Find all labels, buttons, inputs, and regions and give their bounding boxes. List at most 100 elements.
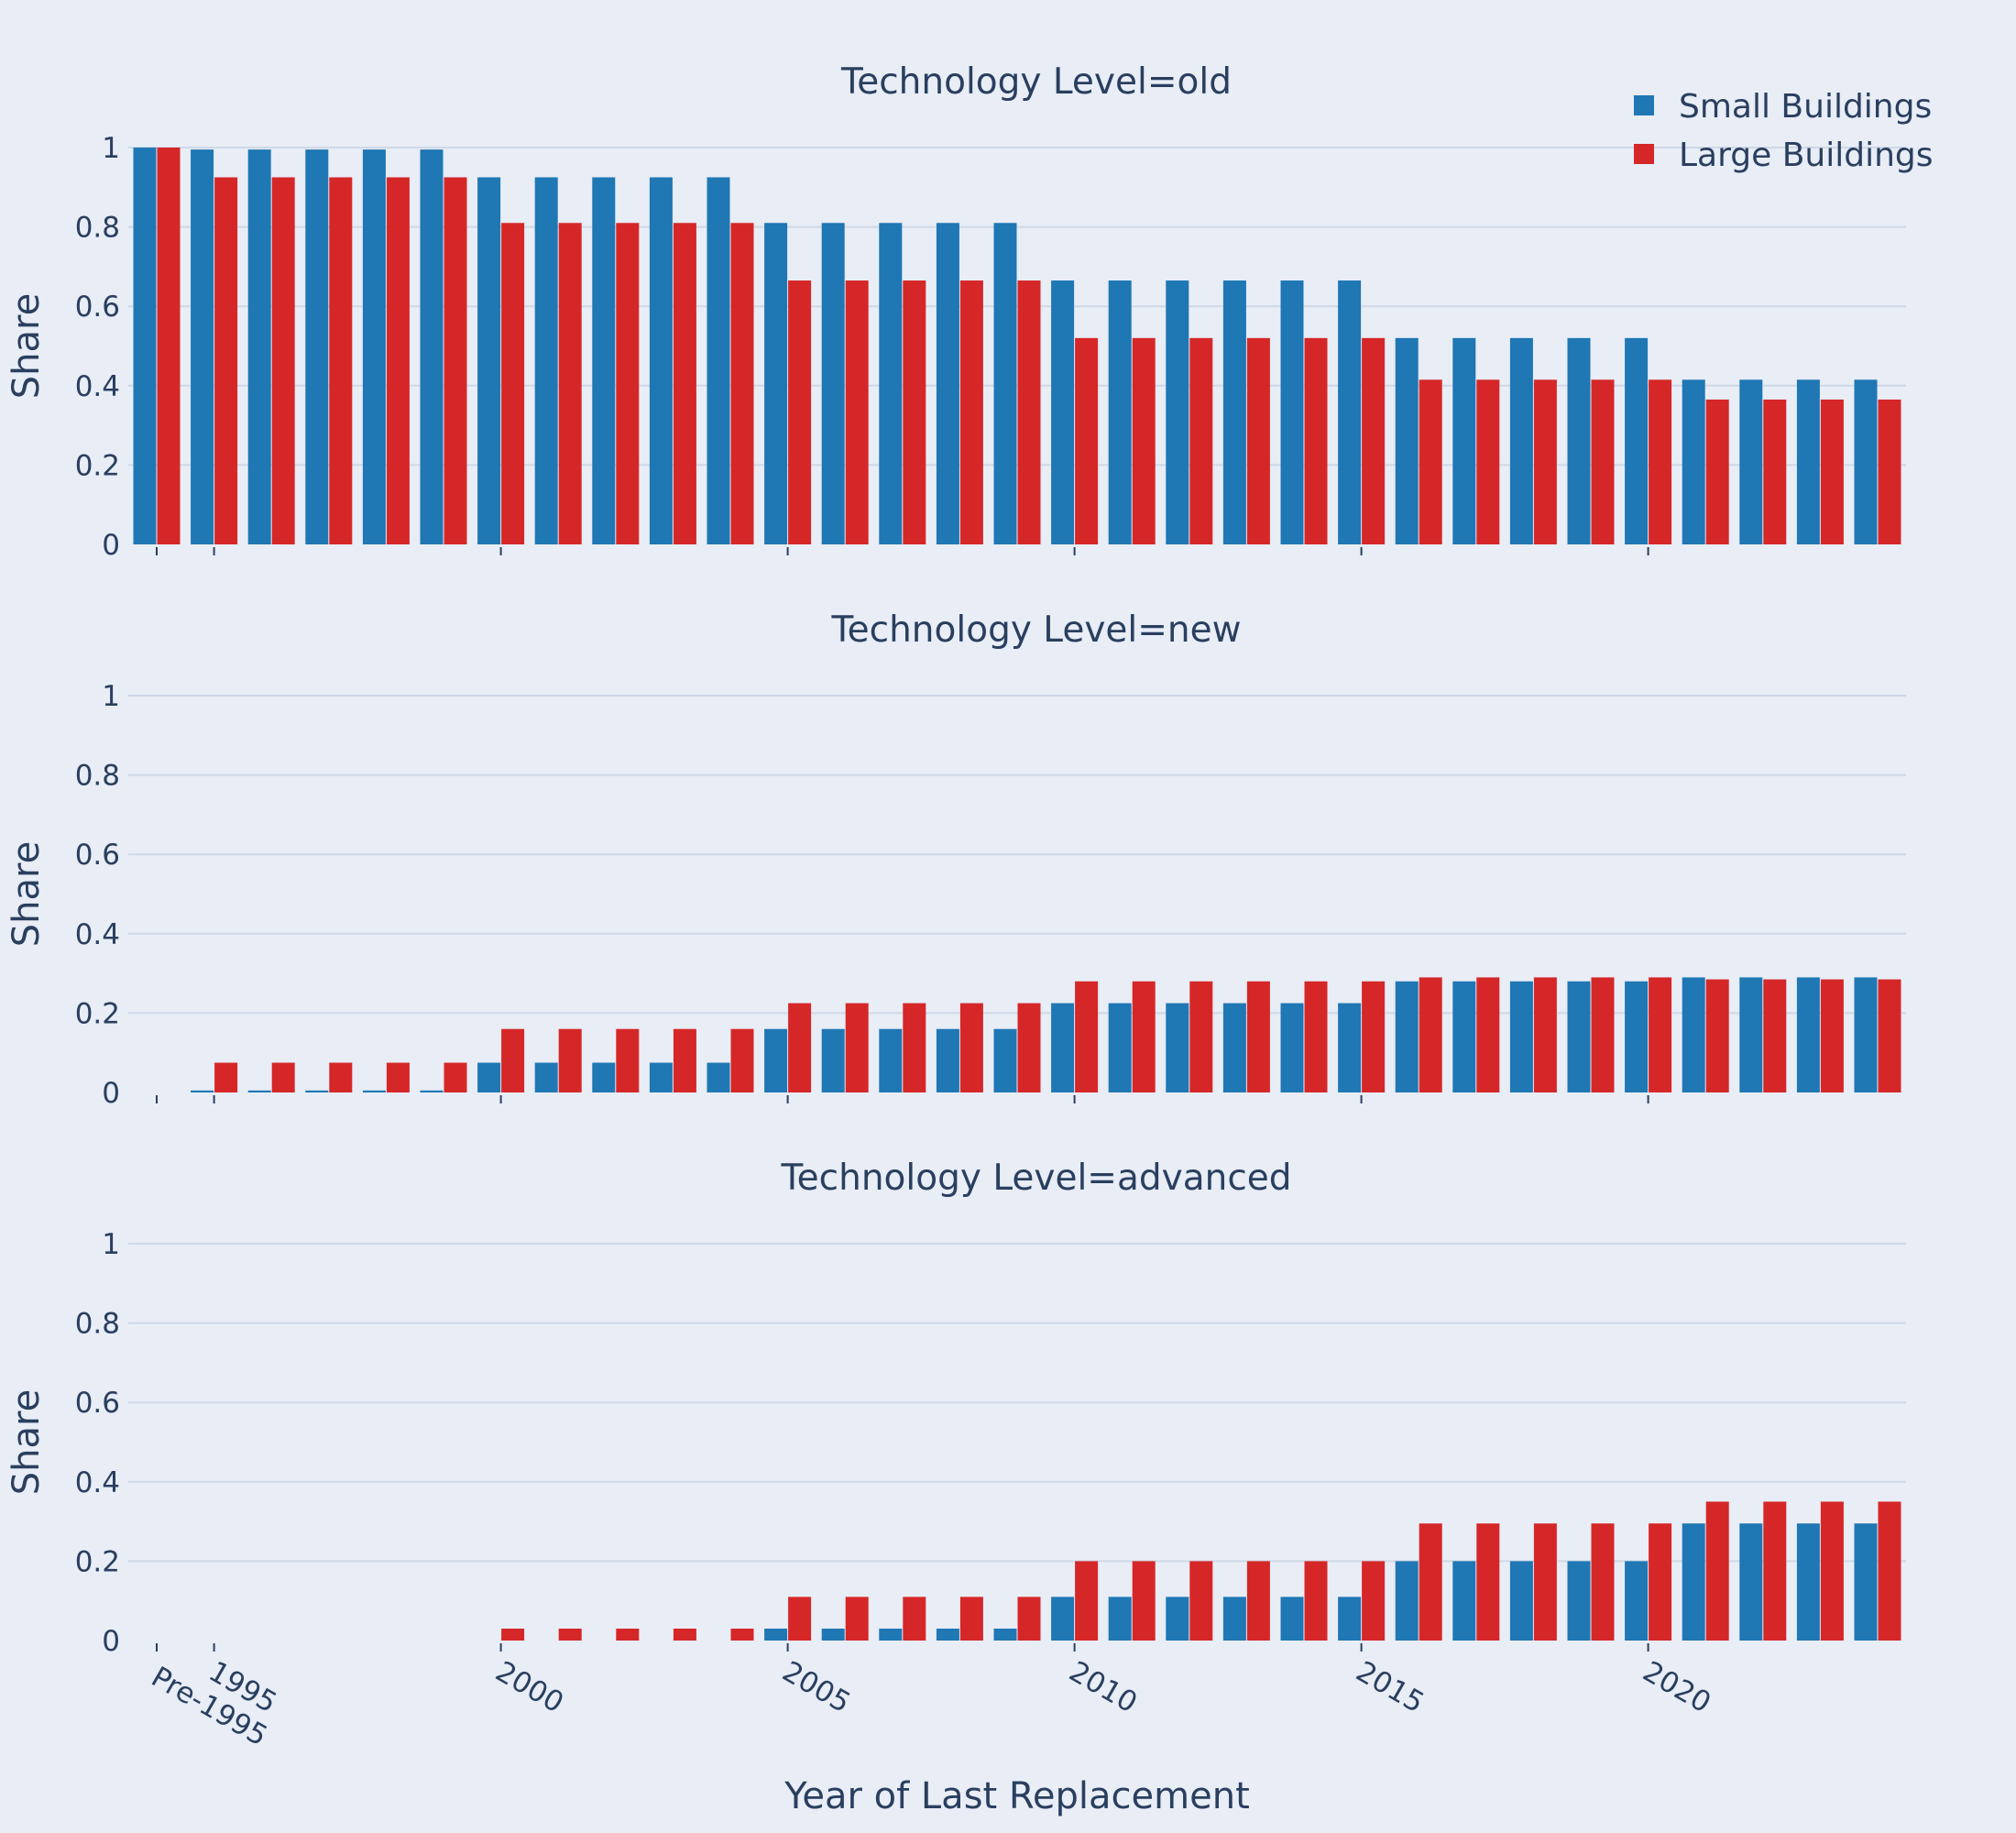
y-tick-label: 0 xyxy=(102,1077,120,1110)
bar-large-buildings-2014 xyxy=(1304,1561,1328,1641)
bar-small-buildings-2015 xyxy=(1338,1003,1362,1092)
bar-small-buildings-2005 xyxy=(764,223,788,544)
bar-large-buildings-2021 xyxy=(1705,979,1729,1092)
bar-large-buildings-2011 xyxy=(1132,337,1156,544)
bar-small-buildings-2013 xyxy=(1222,280,1246,544)
bar-small-buildings-2020 xyxy=(1625,1561,1649,1641)
bar-large-buildings-2022 xyxy=(1763,1501,1787,1641)
y-tick-label: 0.6 xyxy=(75,291,120,324)
legend-swatch-small-buildings xyxy=(1634,95,1654,115)
legend: Small Buildings Large Buildings xyxy=(1634,88,1934,174)
bar-large-buildings-2008 xyxy=(959,1597,983,1641)
bar-small-buildings-2016 xyxy=(1395,1561,1419,1641)
bar-large-buildings-2013 xyxy=(1246,337,1270,544)
bar-large-buildings-2024 xyxy=(1878,1501,1901,1641)
y-axis-title: Share xyxy=(5,841,48,947)
bar-small-buildings-2017 xyxy=(1452,1561,1476,1641)
bar-large-buildings-2019 xyxy=(1591,379,1615,544)
bar-small-buildings-2018 xyxy=(1509,981,1533,1092)
bar-large-buildings-1997 xyxy=(329,177,353,544)
bar-small-buildings-2020 xyxy=(1625,981,1649,1092)
bar-small-buildings-2004 xyxy=(707,177,730,544)
bar-small-buildings-2021 xyxy=(1682,977,1705,1092)
bar-small-buildings-2000 xyxy=(477,177,501,544)
y-tick-label: 0.4 xyxy=(75,918,120,951)
bar-small-buildings-1998 xyxy=(362,1090,386,1092)
bar-small-buildings-2011 xyxy=(1108,1003,1132,1092)
bar-large-buildings-2003 xyxy=(673,1629,696,1641)
bar-small-buildings-1999 xyxy=(420,149,444,545)
x-axis-title: Year of Last Replacement xyxy=(783,1775,1250,1817)
bar-small-buildings-2013 xyxy=(1222,1003,1246,1092)
y-tick-label: 0 xyxy=(102,1625,120,1658)
bar-large-buildings-2015 xyxy=(1362,337,1386,544)
bar-large-buildings-2007 xyxy=(903,1003,926,1092)
bar-large-buildings-2019 xyxy=(1591,1523,1615,1641)
bar-large-buildings-1996 xyxy=(271,1062,295,1092)
y-tick-label: 1 xyxy=(102,680,120,713)
bar-large-buildings-2024 xyxy=(1878,399,1901,544)
bar-small-buildings-2008 xyxy=(936,1629,959,1641)
bar-large-buildings-2005 xyxy=(788,280,812,544)
bar-large-buildings-2015 xyxy=(1362,1561,1386,1641)
bar-small-buildings-2001 xyxy=(534,1062,558,1092)
bar-small-buildings-2006 xyxy=(821,223,845,544)
bar-large-buildings-1995 xyxy=(214,177,238,544)
bar-large-buildings-2006 xyxy=(845,280,869,544)
bar-small-buildings-2009 xyxy=(993,1629,1017,1641)
bar-small-buildings-2021 xyxy=(1682,379,1705,544)
bar-large-buildings-1998 xyxy=(386,177,410,544)
bar-large-buildings-2011 xyxy=(1132,1561,1156,1641)
bar-large-buildings-2024 xyxy=(1878,979,1901,1092)
bar-small-buildings-2012 xyxy=(1166,280,1189,544)
bar-large-buildings-2001 xyxy=(558,1028,582,1092)
y-tick-label: 0.8 xyxy=(75,212,120,245)
bar-large-buildings-2017 xyxy=(1476,379,1500,544)
bar-small-buildings-2020 xyxy=(1625,337,1649,544)
bar-small-buildings-2012 xyxy=(1166,1003,1189,1092)
bar-large-buildings-2000 xyxy=(501,1028,525,1092)
bar-small-buildings-2016 xyxy=(1395,337,1419,544)
bar-small-buildings-1995 xyxy=(191,149,214,545)
bar-large-buildings-2023 xyxy=(1820,399,1844,544)
bar-small-buildings-2014 xyxy=(1280,1003,1304,1092)
panel-advanced: Technology Level=advanced 0 0.2 0.4 0.6 0.8 1… xyxy=(5,1158,1906,1753)
y-tick-label: 0.8 xyxy=(75,1308,120,1341)
bar-large-buildings-2021 xyxy=(1705,1501,1729,1641)
bar-large-buildings-2007 xyxy=(903,1597,926,1641)
bar-small-buildings-2003 xyxy=(649,177,673,544)
bar-large-buildings-2023 xyxy=(1820,1501,1844,1641)
bar-large-buildings-2020 xyxy=(1649,1523,1672,1641)
bar-large-buildings-2001 xyxy=(558,1629,582,1641)
legend-label-small-buildings: Small Buildings xyxy=(1679,88,1932,126)
x-tick-label-2020: 2020 xyxy=(1638,1655,1716,1720)
bar-small-buildings-2013 xyxy=(1222,1597,1246,1641)
y-tick-label: 1 xyxy=(102,132,120,165)
bar-large-buildings-2017 xyxy=(1476,1523,1500,1641)
bar-small-buildings-1995 xyxy=(191,1090,214,1092)
bar-large-buildings-2011 xyxy=(1132,981,1156,1092)
bar-small-buildings-2022 xyxy=(1739,1523,1763,1641)
y-tick-label: 0.6 xyxy=(75,1387,120,1420)
bar-small-buildings-2005 xyxy=(764,1629,788,1641)
bar-large-buildings-2005 xyxy=(788,1597,812,1641)
bar-small-buildings-2003 xyxy=(649,1062,673,1092)
bar-small-buildings-2004 xyxy=(707,1062,730,1092)
x-tick-label-2010: 2010 xyxy=(1064,1655,1143,1720)
bar-large-buildings-2009 xyxy=(1017,1003,1041,1092)
bar-small-buildings-2001 xyxy=(534,177,558,544)
bar-large-buildings-2018 xyxy=(1533,1523,1557,1641)
panel-title-new: Technology Level=new xyxy=(830,609,1241,651)
bar-small-buildings-2008 xyxy=(936,1028,959,1092)
bar-large-buildings-2004 xyxy=(730,1629,754,1641)
bar-large-buildings-2012 xyxy=(1189,981,1213,1092)
bar-large-buildings-2000 xyxy=(501,223,525,544)
bar-large-buildings-2010 xyxy=(1075,981,1099,1092)
bar-small-buildings-2016 xyxy=(1395,981,1419,1092)
bar-large-buildings-2010 xyxy=(1075,1561,1099,1641)
bar-small-buildings-2018 xyxy=(1509,337,1533,544)
bar-small-buildings-1996 xyxy=(247,1090,271,1092)
y-tick-label: 0.2 xyxy=(75,997,120,1030)
y-tick-label: 0.2 xyxy=(75,1545,120,1578)
bar-small-buildings-2019 xyxy=(1567,337,1591,544)
